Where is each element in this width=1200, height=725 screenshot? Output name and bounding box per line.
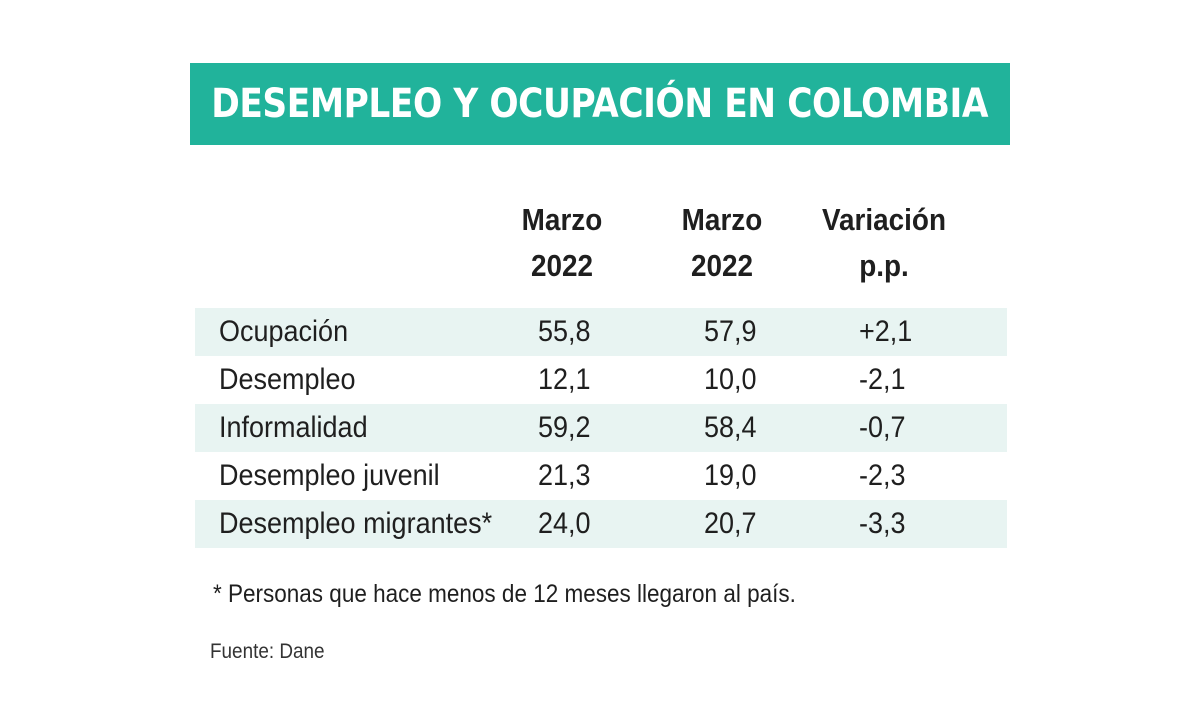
row-value-1: 12,1 xyxy=(538,363,591,396)
row-value-3: -2,1 xyxy=(859,363,906,396)
row-label: Informalidad xyxy=(219,411,368,444)
title-banner: DESEMPLEO Y OCUPACIÓN EN COLOMBIA xyxy=(190,63,1010,145)
row-label: Desempleo migrantes* xyxy=(219,507,493,540)
table-header: Marzo 2022 Marzo 2022 Variación p.p. xyxy=(195,195,1007,305)
table-body: Ocupación 55,8 57,9 +2,1 Desempleo 12,1 … xyxy=(195,308,1007,548)
footnote: * Personas que hace menos de 12 meses ll… xyxy=(213,580,796,608)
row-label: Desempleo juvenil xyxy=(219,459,440,492)
data-table: Marzo 2022 Marzo 2022 Variación p.p. Ocu… xyxy=(195,195,1007,548)
table-row: Desempleo juvenil 21,3 19,0 -2,3 xyxy=(195,452,1007,500)
row-value-2: 10,0 xyxy=(704,363,757,396)
column-header-2-line2: 2022 xyxy=(690,248,754,283)
row-value-1: 55,8 xyxy=(538,315,591,348)
table-row: Desempleo 12,1 10,0 -2,1 xyxy=(195,356,1007,404)
column-header-1-line2: 2022 xyxy=(530,248,594,283)
row-value-1: 21,3 xyxy=(538,459,591,492)
column-header-3-line1: Variación xyxy=(821,202,947,237)
row-value-2: 19,0 xyxy=(704,459,757,492)
table-row: Desempleo migrantes* 24,0 20,7 -3,3 xyxy=(195,500,1007,548)
column-header-2-line1: Marzo xyxy=(681,202,763,237)
column-header-3: Variación p.p. xyxy=(817,197,952,289)
table-row: Ocupación 55,8 57,9 +2,1 xyxy=(195,308,1007,356)
column-header-1-line1: Marzo xyxy=(521,202,603,237)
row-value-3: -3,3 xyxy=(859,507,906,540)
column-header-1: Marzo 2022 xyxy=(495,197,630,289)
row-value-3: -0,7 xyxy=(859,411,906,444)
row-value-1: 24,0 xyxy=(538,507,591,540)
row-value-3: +2,1 xyxy=(859,315,913,348)
row-value-2: 57,9 xyxy=(704,315,757,348)
row-value-2: 58,4 xyxy=(704,411,757,444)
row-value-1: 59,2 xyxy=(538,411,591,444)
row-value-3: -2,3 xyxy=(859,459,906,492)
chart-title: DESEMPLEO Y OCUPACIÓN EN COLOMBIA xyxy=(211,81,989,127)
source-note: Fuente: Dane xyxy=(210,640,325,663)
column-header-3-line2: p.p. xyxy=(859,248,909,283)
row-label: Ocupación xyxy=(219,315,349,348)
row-value-2: 20,7 xyxy=(704,507,757,540)
table-row: Informalidad 59,2 58,4 -0,7 xyxy=(195,404,1007,452)
row-label: Desempleo xyxy=(219,363,356,396)
column-header-2: Marzo 2022 xyxy=(655,197,790,289)
